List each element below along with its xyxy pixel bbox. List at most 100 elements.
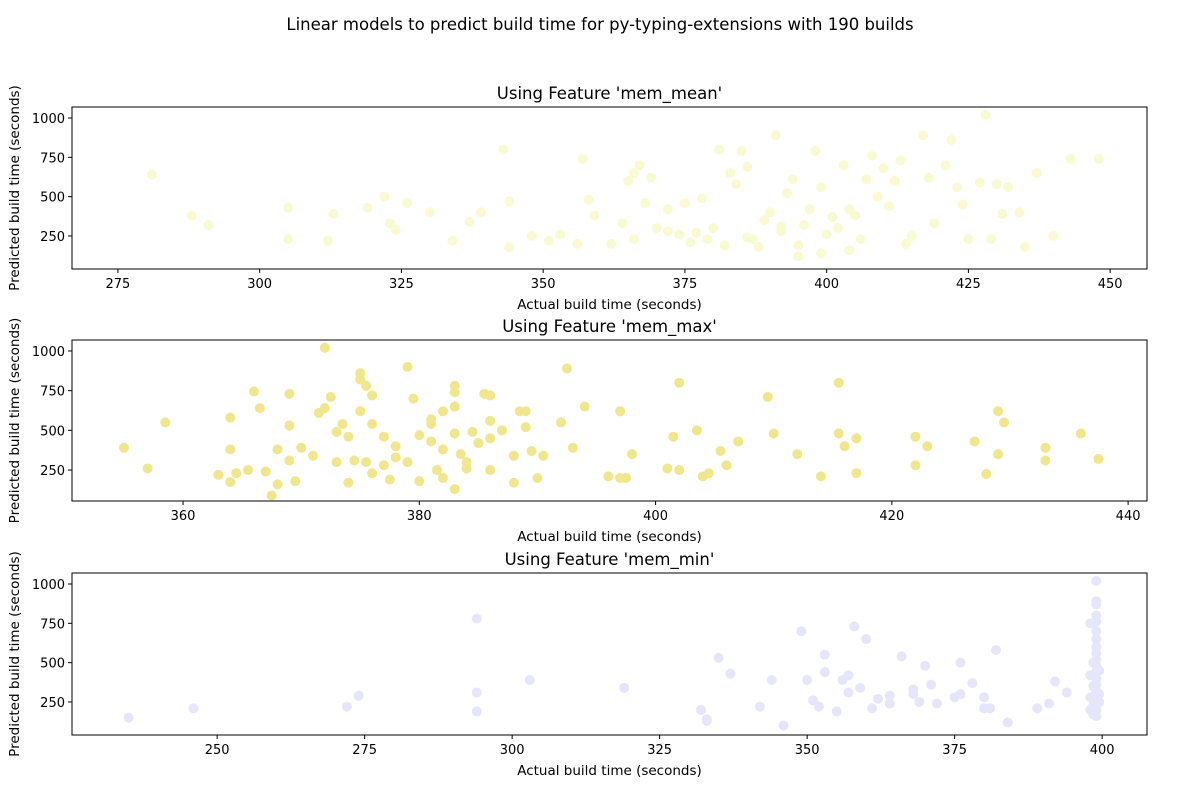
point — [1032, 703, 1043, 714]
point — [715, 445, 726, 456]
point — [889, 175, 900, 186]
x-tick-label: 400 — [643, 509, 668, 524]
point — [402, 361, 413, 372]
point — [884, 698, 895, 709]
x-tick-label: 375 — [942, 743, 967, 758]
point — [331, 457, 342, 468]
axes-title: Using Feature 'mem_mean' — [497, 84, 722, 104]
point — [355, 406, 366, 417]
point — [243, 465, 254, 476]
x-tick-label: 250 — [205, 743, 230, 758]
point — [272, 479, 283, 490]
point — [713, 144, 724, 155]
point — [266, 490, 277, 501]
point — [426, 436, 437, 447]
point — [808, 695, 819, 706]
axes-frame — [71, 339, 1148, 502]
point — [910, 431, 921, 442]
y-tick-label: 250 — [40, 696, 65, 711]
point — [615, 406, 626, 417]
point — [142, 463, 153, 474]
point — [362, 202, 373, 213]
point — [679, 197, 690, 208]
point — [651, 223, 662, 234]
point — [861, 174, 872, 185]
x-tick-label: 450 — [1098, 277, 1123, 292]
x-tick-label: 400 — [814, 277, 839, 292]
point — [844, 245, 855, 256]
point — [475, 207, 486, 218]
point — [367, 468, 378, 479]
point — [290, 476, 301, 487]
point — [872, 191, 883, 202]
point — [691, 425, 702, 436]
point — [526, 230, 537, 241]
point — [813, 701, 824, 712]
point — [1044, 698, 1055, 709]
point — [1049, 676, 1060, 687]
point — [203, 219, 214, 230]
point — [485, 465, 496, 476]
point — [1094, 689, 1105, 700]
x-tick-label: 440 — [1116, 509, 1141, 524]
point — [437, 406, 448, 417]
point — [819, 667, 830, 678]
y-tick-label: 750 — [40, 385, 65, 400]
point — [967, 678, 978, 689]
point — [980, 109, 991, 120]
point — [341, 701, 352, 712]
point — [524, 674, 535, 685]
point — [981, 469, 992, 480]
point — [424, 207, 435, 218]
point — [508, 450, 519, 461]
point — [787, 174, 798, 185]
point — [851, 468, 862, 479]
point — [426, 418, 437, 429]
point — [920, 660, 931, 671]
point — [804, 204, 815, 215]
point — [770, 130, 781, 141]
point — [455, 449, 466, 460]
point — [827, 212, 838, 223]
point — [343, 431, 354, 442]
point — [754, 701, 765, 712]
point — [662, 204, 673, 215]
point — [319, 342, 330, 353]
point — [999, 417, 1010, 428]
point — [810, 146, 821, 157]
x-tick-label: 300 — [500, 743, 525, 758]
point — [974, 177, 985, 188]
point — [969, 436, 980, 447]
point — [701, 715, 712, 726]
point — [384, 474, 395, 485]
y-tick-label: 1000 — [32, 345, 65, 360]
point — [504, 241, 515, 252]
point — [1091, 616, 1102, 627]
point — [447, 235, 458, 246]
x-axis-label: Actual build time (seconds) — [517, 297, 702, 313]
point — [691, 227, 702, 238]
point — [589, 210, 600, 221]
point — [467, 426, 478, 437]
point — [248, 386, 259, 397]
y-tick-label: 1000 — [32, 578, 65, 593]
point — [922, 441, 933, 452]
point — [884, 690, 895, 701]
point — [367, 418, 378, 429]
point — [283, 202, 294, 213]
axes-frame — [71, 572, 1148, 736]
point — [768, 428, 779, 439]
point — [1094, 665, 1105, 676]
point — [118, 442, 129, 453]
y-tick-label: 250 — [40, 230, 65, 245]
point — [819, 649, 830, 660]
point — [821, 229, 832, 240]
point — [337, 418, 348, 429]
point — [778, 720, 789, 731]
point — [390, 224, 401, 235]
point — [798, 219, 809, 230]
point — [703, 468, 714, 479]
point — [979, 692, 990, 703]
point — [831, 706, 842, 717]
